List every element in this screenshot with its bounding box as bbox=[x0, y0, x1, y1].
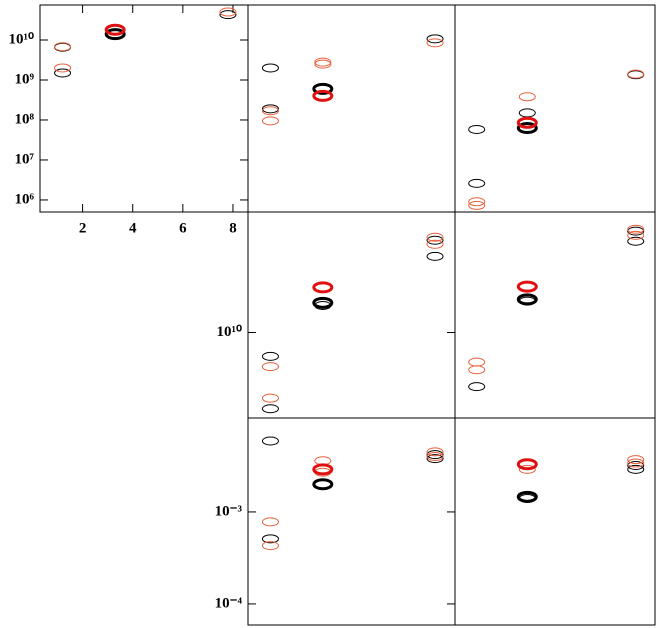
data-point bbox=[426, 251, 444, 261]
data-point bbox=[261, 351, 279, 361]
data-point bbox=[54, 63, 72, 73]
data-point bbox=[312, 296, 334, 309]
data-point bbox=[426, 232, 444, 242]
data-point bbox=[426, 450, 444, 460]
data-point bbox=[314, 59, 332, 69]
y-tick-label: 10⁸ bbox=[15, 111, 35, 127]
data-point bbox=[627, 230, 645, 240]
data-point bbox=[516, 293, 538, 306]
panel-frame bbox=[247, 211, 456, 419]
data-point bbox=[312, 89, 334, 102]
data-point bbox=[426, 447, 444, 457]
y-tick-label: 10⁷ bbox=[15, 151, 35, 167]
data-point bbox=[312, 82, 334, 95]
data-point bbox=[261, 541, 279, 551]
panel-frame bbox=[454, 417, 656, 626]
data-point bbox=[219, 10, 237, 20]
y-tick-label: 10⁹ bbox=[15, 71, 35, 87]
data-point bbox=[312, 478, 334, 491]
data-point bbox=[54, 68, 72, 78]
data-point bbox=[261, 63, 279, 73]
y-tick-label: 10¹⁰ bbox=[216, 324, 242, 340]
data-point bbox=[426, 239, 444, 249]
data-point bbox=[426, 235, 444, 245]
data-point bbox=[627, 69, 645, 79]
data-point bbox=[426, 38, 444, 48]
y-tick-label: 10⁶ bbox=[15, 191, 35, 207]
data-point bbox=[261, 436, 279, 446]
data-point bbox=[219, 7, 237, 17]
data-point bbox=[518, 92, 536, 102]
panel-frame bbox=[454, 4, 656, 213]
data-point bbox=[627, 464, 645, 474]
data-point bbox=[516, 280, 538, 293]
data-point bbox=[516, 458, 538, 471]
data-point bbox=[426, 34, 444, 44]
y-tick-label: 10⁻⁴ bbox=[215, 595, 243, 611]
data-point bbox=[468, 178, 486, 188]
data-point bbox=[516, 116, 538, 129]
data-point bbox=[261, 116, 279, 126]
data-point bbox=[54, 42, 72, 52]
data-point bbox=[516, 490, 538, 503]
y-tick-label: 10¹⁰ bbox=[8, 31, 34, 47]
data-point bbox=[518, 464, 536, 474]
data-point bbox=[261, 362, 279, 372]
data-point bbox=[314, 57, 332, 67]
data-point bbox=[627, 226, 645, 236]
data-point bbox=[104, 28, 126, 41]
panel-frame bbox=[39, 4, 249, 213]
data-point bbox=[426, 454, 444, 464]
data-point bbox=[468, 357, 486, 367]
panel-frame bbox=[247, 4, 456, 213]
data-point bbox=[516, 122, 538, 135]
y-tick-label: 10⁻³ bbox=[215, 503, 243, 519]
data-point bbox=[261, 517, 279, 527]
data-point bbox=[104, 23, 126, 36]
data-point bbox=[468, 197, 486, 207]
x-tick-label: 6 bbox=[179, 220, 187, 236]
data-point bbox=[627, 70, 645, 80]
data-point bbox=[468, 200, 486, 210]
data-point bbox=[261, 534, 279, 544]
data-point bbox=[468, 365, 486, 375]
data-point bbox=[627, 224, 645, 234]
data-point bbox=[518, 108, 536, 118]
data-point bbox=[312, 281, 334, 294]
panel-frame bbox=[247, 417, 456, 626]
x-tick-label: 2 bbox=[79, 220, 87, 236]
data-point bbox=[627, 236, 645, 246]
data-point bbox=[312, 463, 334, 476]
data-point bbox=[261, 104, 279, 114]
data-point bbox=[627, 458, 645, 468]
data-point bbox=[468, 124, 486, 134]
x-tick-label: 8 bbox=[229, 220, 237, 236]
x-tick-label: 4 bbox=[129, 220, 137, 236]
data-point bbox=[468, 382, 486, 392]
data-point bbox=[261, 393, 279, 403]
data-point bbox=[261, 404, 279, 414]
data-point bbox=[426, 452, 444, 462]
data-point bbox=[627, 455, 645, 465]
data-point bbox=[627, 460, 645, 470]
data-point bbox=[261, 106, 279, 116]
